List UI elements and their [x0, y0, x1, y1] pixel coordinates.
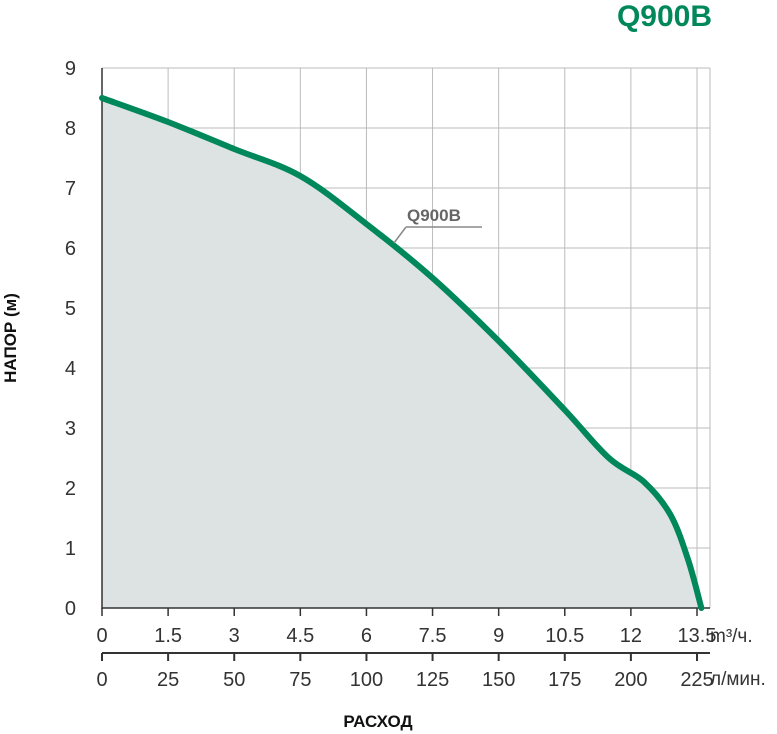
x-tick-label: 0: [96, 625, 107, 647]
x2-tick-label: 75: [289, 669, 311, 691]
y-tick-label: 1: [65, 538, 76, 560]
y-axis-label: НАПОР (м): [1, 293, 20, 383]
series-q900b-line: [99, 95, 705, 611]
x-tick-label: 3: [229, 625, 240, 647]
y-tick-label: 8: [65, 118, 76, 140]
curve-area-fill: [102, 98, 702, 608]
x2-tick-label: 100: [350, 669, 383, 691]
x-tick-label: 9: [493, 625, 504, 647]
x-tick-label: 6: [361, 625, 372, 647]
x2-tick-label: 125: [416, 669, 449, 691]
y-tick-label: 0: [65, 598, 76, 620]
x-tick-label: 1.5: [154, 625, 182, 647]
y-tick-label: 5: [65, 298, 76, 320]
y-tick-label: 9: [65, 58, 76, 80]
y-tick-label: 3: [65, 418, 76, 440]
x2-tick-label: 225: [680, 669, 713, 691]
x2-tick-label: 50: [223, 669, 245, 691]
series-label-callout: Q900B: [393, 206, 482, 244]
chart-title: Q900B: [617, 0, 712, 33]
x-tick-label: 13.5: [678, 625, 717, 647]
y-tick-label: 4: [65, 358, 76, 380]
x2-tick-label: 175: [548, 669, 581, 691]
x2-tick-label: 0: [96, 669, 107, 691]
x-tick-label: 10.5: [545, 625, 584, 647]
callout-leader-line: [393, 226, 407, 244]
x-tick-label: 4.5: [286, 625, 314, 647]
x-unit-label: m³/ч.: [710, 626, 753, 647]
y-tick-label: 6: [65, 238, 76, 260]
x-tick-label: 7.5: [419, 625, 447, 647]
x-tick-label: 12: [620, 625, 642, 647]
axes: [101, 68, 710, 661]
x2-tick-label: 200: [614, 669, 647, 691]
y-tick-label: 7: [65, 178, 76, 200]
series-label: Q900B: [407, 206, 461, 225]
x2-tick-label: 150: [482, 669, 515, 691]
x2-unit-label: л/мин.: [710, 669, 766, 690]
y-tick-label: 2: [65, 478, 76, 500]
x-axis-label: РАСХОД: [343, 712, 412, 731]
x2-tick-label: 25: [157, 669, 179, 691]
